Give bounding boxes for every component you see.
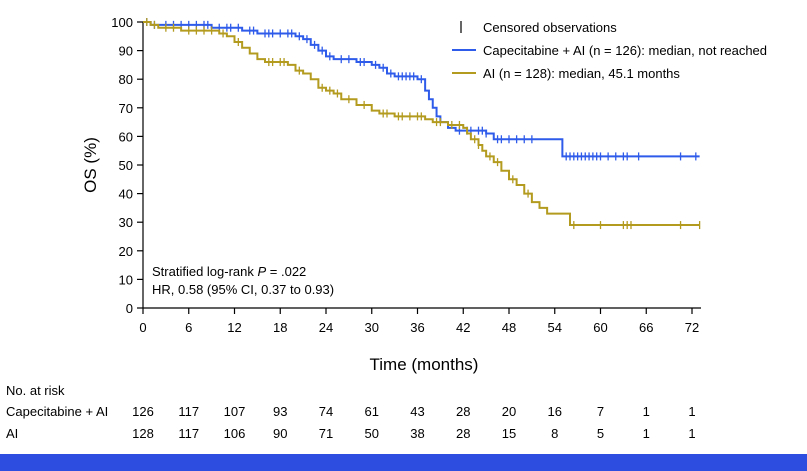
risk-value: 50 — [365, 426, 379, 441]
x-tick-label: 66 — [639, 320, 653, 335]
y-tick-label: 90 — [119, 44, 133, 59]
risk-value: 117 — [178, 404, 199, 419]
risk-value: 107 — [224, 404, 246, 419]
x-tick-label: 0 — [139, 320, 146, 335]
x-tick-label: 30 — [365, 320, 379, 335]
survival-curve — [143, 21, 700, 158]
risk-value: 128 — [132, 426, 154, 441]
risk-value: 61 — [365, 404, 379, 419]
risk-row-label-ai: AI — [6, 426, 18, 441]
risk-value: 5 — [597, 426, 604, 441]
x-tick-label: 72 — [685, 320, 699, 335]
x-tick-label: 60 — [593, 320, 607, 335]
survival-curve — [143, 21, 700, 227]
risk-value: 43 — [410, 404, 424, 419]
risk-table-header: No. at risk — [6, 383, 65, 398]
y-tick-label: 40 — [119, 187, 133, 202]
logrank-text: Stratified log-rank P = .022 — [152, 264, 306, 279]
statistics-annotation: Stratified log-rank P = .022 HR, 0.58 (9… — [152, 264, 334, 297]
x-tick-label: 12 — [227, 320, 241, 335]
x-tick-label: 24 — [319, 320, 333, 335]
x-tick-label: 18 — [273, 320, 287, 335]
y-tick-label: 30 — [119, 215, 133, 230]
risk-value: 126 — [132, 404, 154, 419]
y-tick-label: 20 — [119, 244, 133, 259]
y-tick-label: 60 — [119, 129, 133, 144]
y-tick-label: 100 — [111, 15, 133, 30]
x-tick-label: 6 — [185, 320, 192, 335]
y-axis-title: OS (%) — [81, 137, 100, 193]
logrank-prefix: Stratified log-rank — [152, 264, 258, 279]
risk-value: 1 — [643, 426, 650, 441]
risk-value: 15 — [502, 426, 516, 441]
risk-row-label-capecitabine: Capecitabine + AI — [6, 404, 108, 419]
risk-value: 16 — [548, 404, 562, 419]
legend-censored-label: Censored observations — [483, 20, 617, 35]
risk-value: 71 — [319, 426, 333, 441]
legend-label-ai: AI (n = 128): median, 45.1 months — [483, 66, 680, 81]
x-ticks: 0 6 12 18 24 30 36 42 48 54 60 66 72 — [139, 308, 699, 335]
risk-value: 106 — [224, 426, 246, 441]
risk-value: 1 — [688, 426, 695, 441]
y-tick-label: 50 — [119, 158, 133, 173]
legend-label-capecitabine: Capecitabine + AI (n = 126): median, not… — [483, 43, 767, 58]
series-capecitabine — [143, 18, 700, 161]
series-ai — [143, 18, 701, 230]
risk-value: 74 — [319, 404, 333, 419]
risk-value: 117 — [178, 426, 199, 441]
risk-value: 8 — [551, 426, 558, 441]
risk-value: 38 — [410, 426, 424, 441]
risk-table: No. at risk Capecitabine + AI AI 126 117 1… — [6, 383, 696, 441]
x-tick-label: 42 — [456, 320, 470, 335]
y-tick-label: 70 — [119, 101, 133, 116]
y-tick-label: 80 — [119, 72, 133, 87]
risk-value: 1 — [688, 404, 695, 419]
logrank-p: P — [258, 264, 267, 279]
risk-value: 7 — [597, 404, 604, 419]
series-layer — [143, 18, 701, 230]
risk-value: 20 — [502, 404, 516, 419]
y-tick-label: 0 — [126, 301, 133, 316]
risk-value: 1 — [643, 404, 650, 419]
y-ticks: 0 10 20 30 40 50 60 70 80 90 100 — [111, 15, 143, 316]
risk-value: 90 — [273, 426, 287, 441]
x-axis-title: Time (months) — [370, 355, 479, 374]
x-tick-label: 36 — [410, 320, 424, 335]
x-tick-label: 54 — [548, 320, 562, 335]
y-tick-label: 10 — [119, 272, 133, 287]
axes: 0 10 20 30 40 50 60 70 80 90 100 0 6 12 18 24 30 36 42 48 5… — [111, 15, 701, 335]
risk-value: 28 — [456, 426, 470, 441]
risk-value: 93 — [273, 404, 287, 419]
risk-value: 28 — [456, 404, 470, 419]
legend: Censored observations Capecitabine + AI … — [452, 20, 767, 81]
x-tick-label: 48 — [502, 320, 516, 335]
logrank-suffix: = .022 — [266, 264, 306, 279]
footer-band — [0, 454, 807, 471]
hazard-ratio-text: HR, 0.58 (95% CI, 0.37 to 0.93) — [152, 282, 334, 297]
